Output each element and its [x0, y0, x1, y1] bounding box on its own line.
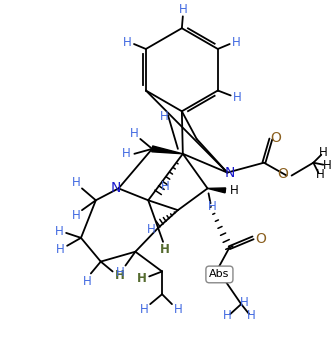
Text: H: H — [137, 272, 147, 285]
Text: H: H — [130, 127, 139, 140]
Text: H: H — [72, 176, 80, 189]
Text: H: H — [319, 146, 328, 159]
Polygon shape — [208, 188, 226, 193]
Text: H: H — [116, 266, 125, 279]
Text: H: H — [161, 180, 169, 193]
Text: O: O — [277, 167, 288, 181]
Text: H: H — [173, 302, 182, 316]
Text: N: N — [111, 181, 121, 195]
Text: H: H — [232, 36, 241, 49]
Text: H: H — [115, 269, 124, 282]
Text: H: H — [56, 243, 65, 256]
Text: Abs: Abs — [209, 270, 229, 279]
Polygon shape — [152, 146, 183, 154]
Text: H: H — [122, 147, 131, 160]
Text: H: H — [140, 302, 149, 316]
Text: H: H — [72, 209, 80, 222]
Text: H: H — [123, 36, 131, 49]
Text: H: H — [233, 91, 242, 104]
Text: H: H — [83, 275, 91, 288]
Text: H: H — [230, 184, 239, 197]
Text: H: H — [223, 309, 232, 322]
Text: O: O — [270, 131, 281, 145]
Text: H: H — [160, 110, 168, 123]
Text: H: H — [323, 159, 332, 172]
Text: H: H — [247, 309, 255, 322]
Text: H: H — [160, 243, 170, 256]
Text: H: H — [147, 223, 156, 237]
Text: H: H — [240, 296, 249, 309]
Text: N: N — [225, 166, 236, 180]
Text: H: H — [55, 225, 64, 238]
Text: O: O — [255, 232, 266, 246]
Text: H: H — [316, 168, 325, 181]
Text: H: H — [208, 200, 217, 213]
Text: H: H — [178, 3, 187, 16]
